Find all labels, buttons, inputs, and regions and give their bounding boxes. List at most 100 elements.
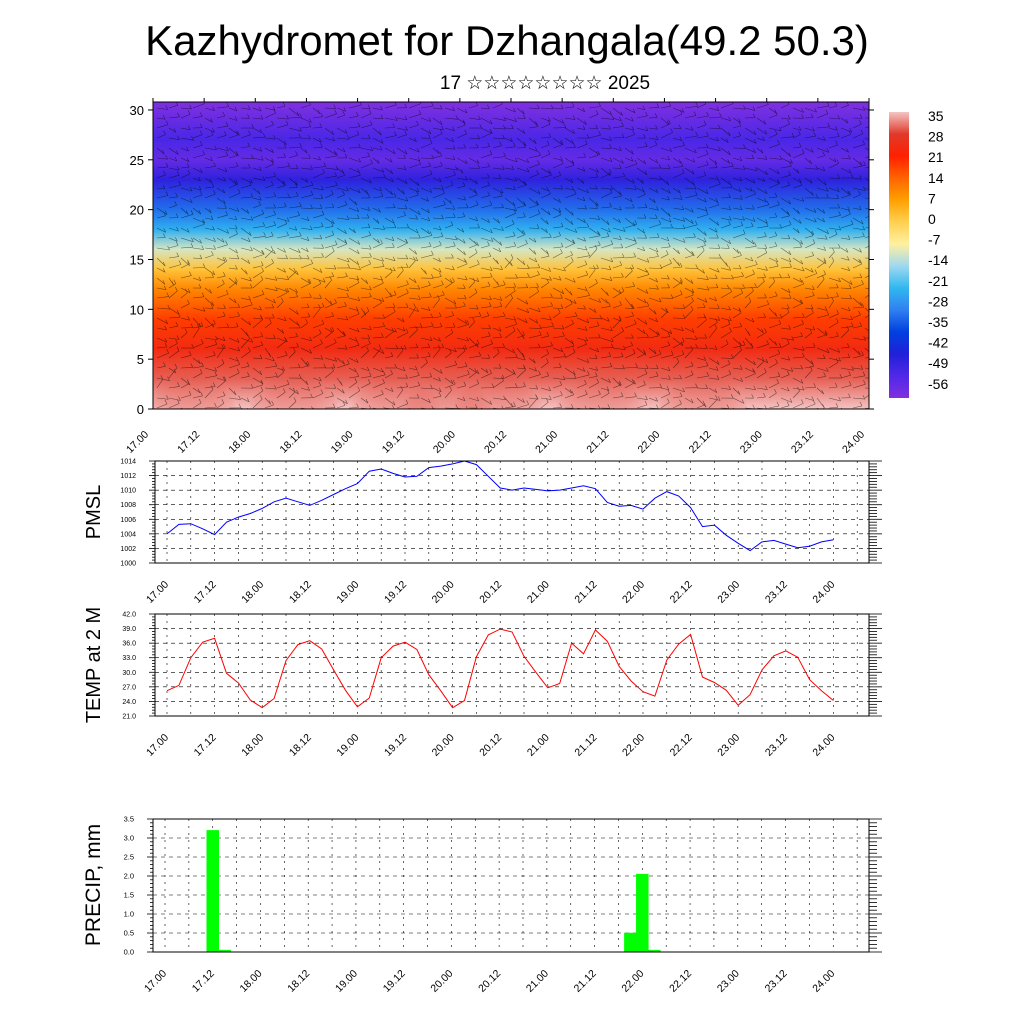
wind-barb-flag <box>431 250 434 255</box>
wind-barb-flag <box>594 354 598 359</box>
wind-barb-flag <box>848 371 851 376</box>
y-tick-label: 1.5 <box>124 891 134 900</box>
wind-barb-flag <box>368 339 371 344</box>
wind-barb-flag <box>318 381 322 386</box>
wind-barb <box>624 323 637 329</box>
wind-barb <box>672 317 686 319</box>
wind-barb <box>264 397 272 405</box>
wind-barb <box>492 306 502 309</box>
wind-barb-flag <box>299 254 302 260</box>
wind-barb <box>336 187 349 192</box>
wind-barb <box>348 104 362 109</box>
wind-barb <box>648 367 659 370</box>
wind-barb <box>408 217 418 220</box>
wind-barb <box>348 344 360 349</box>
wind-barb-flag <box>270 246 274 251</box>
wind-barb-flag <box>237 188 241 194</box>
wind-barb-flag <box>667 274 670 280</box>
wind-barb-flag <box>667 398 670 403</box>
colorbar-label: 35 <box>928 108 944 124</box>
wind-barb-flag <box>831 296 834 302</box>
wind-barb <box>612 330 624 339</box>
wind-barb-flag <box>668 242 671 247</box>
wind-barb <box>492 145 502 149</box>
wind-barb-flag <box>595 184 598 190</box>
wind-barb-flag <box>523 212 526 217</box>
wind-barb-flag <box>610 257 614 262</box>
wind-barb-flag <box>738 307 742 312</box>
wind-barb-flag <box>310 204 313 209</box>
wind-barb-flag <box>573 189 577 194</box>
wind-barb <box>528 398 538 409</box>
wind-barb-flag <box>633 236 636 242</box>
wind-barb-flag <box>310 165 313 170</box>
wind-barb <box>576 177 584 184</box>
wind-barb-flag <box>522 355 526 361</box>
wind-barb-flag <box>462 284 466 289</box>
wind-barb <box>432 217 444 220</box>
wind-barb <box>204 207 212 214</box>
wind-barb <box>372 367 384 373</box>
wind-barb <box>264 112 276 119</box>
wind-barb <box>264 250 274 259</box>
wind-barb-flag <box>358 170 361 176</box>
wind-barb-flag <box>560 304 564 309</box>
wind-barb-flag <box>560 222 564 227</box>
wind-barb <box>864 227 869 229</box>
wind-barb <box>720 323 731 329</box>
wind-barb-flag <box>762 277 765 282</box>
wind-barb <box>504 207 517 211</box>
wind-barb <box>516 205 526 209</box>
wind-barb <box>288 287 298 294</box>
wind-barb-flag <box>619 235 622 240</box>
wind-barb-flag <box>608 302 611 307</box>
wind-barb <box>780 343 790 349</box>
wind-barb <box>252 225 265 229</box>
wind-barb <box>408 257 418 262</box>
wind-barb-flag <box>488 252 492 257</box>
wind-barb-flag <box>737 408 738 409</box>
wind-barb-flag <box>634 185 637 190</box>
wind-barb <box>192 343 204 349</box>
wind-barb <box>672 137 682 141</box>
wind-barb <box>696 404 705 409</box>
wind-barb <box>564 193 577 199</box>
wind-barb <box>408 103 421 109</box>
wind-barb <box>732 367 743 370</box>
wind-barb <box>672 197 683 200</box>
wind-barb <box>408 187 420 193</box>
wind-barb-flag <box>189 104 192 110</box>
wind-barb <box>396 215 406 219</box>
wind-barb <box>804 107 817 113</box>
wind-barb <box>708 277 718 279</box>
wind-barb <box>216 395 226 399</box>
x-tick-label: 24.00 <box>810 579 837 606</box>
wind-barb-flag <box>719 112 722 118</box>
wind-barb <box>480 373 492 379</box>
wind-barb-flag <box>404 115 408 120</box>
wind-barb <box>636 287 649 294</box>
wind-barb <box>660 402 670 409</box>
wind-barb-flag <box>522 330 525 336</box>
wind-barb-flag <box>318 138 322 143</box>
wind-barb-flag <box>167 376 170 381</box>
wind-barb-flag <box>571 185 574 191</box>
wind-barb-flag <box>814 217 817 223</box>
wind-barb-flag <box>261 209 265 214</box>
wind-barb <box>516 137 527 147</box>
wind-barb-flag <box>428 242 432 247</box>
wind-barb <box>252 107 262 112</box>
wind-barb <box>288 351 296 359</box>
wind-barb-flag <box>633 379 636 385</box>
wind-barb <box>300 407 309 409</box>
wind-barb <box>744 167 758 172</box>
wind-barb-flag <box>199 141 203 146</box>
wind-barb-flag <box>474 288 478 293</box>
wind-barb-flag <box>691 170 695 175</box>
wind-barb-flag <box>545 228 548 233</box>
wind-barb-flag <box>846 102 849 106</box>
wind-barb-flag <box>632 108 636 113</box>
wind-barb-flag <box>293 347 296 353</box>
wind-barb <box>636 127 648 132</box>
wind-barb-flag <box>671 350 674 356</box>
